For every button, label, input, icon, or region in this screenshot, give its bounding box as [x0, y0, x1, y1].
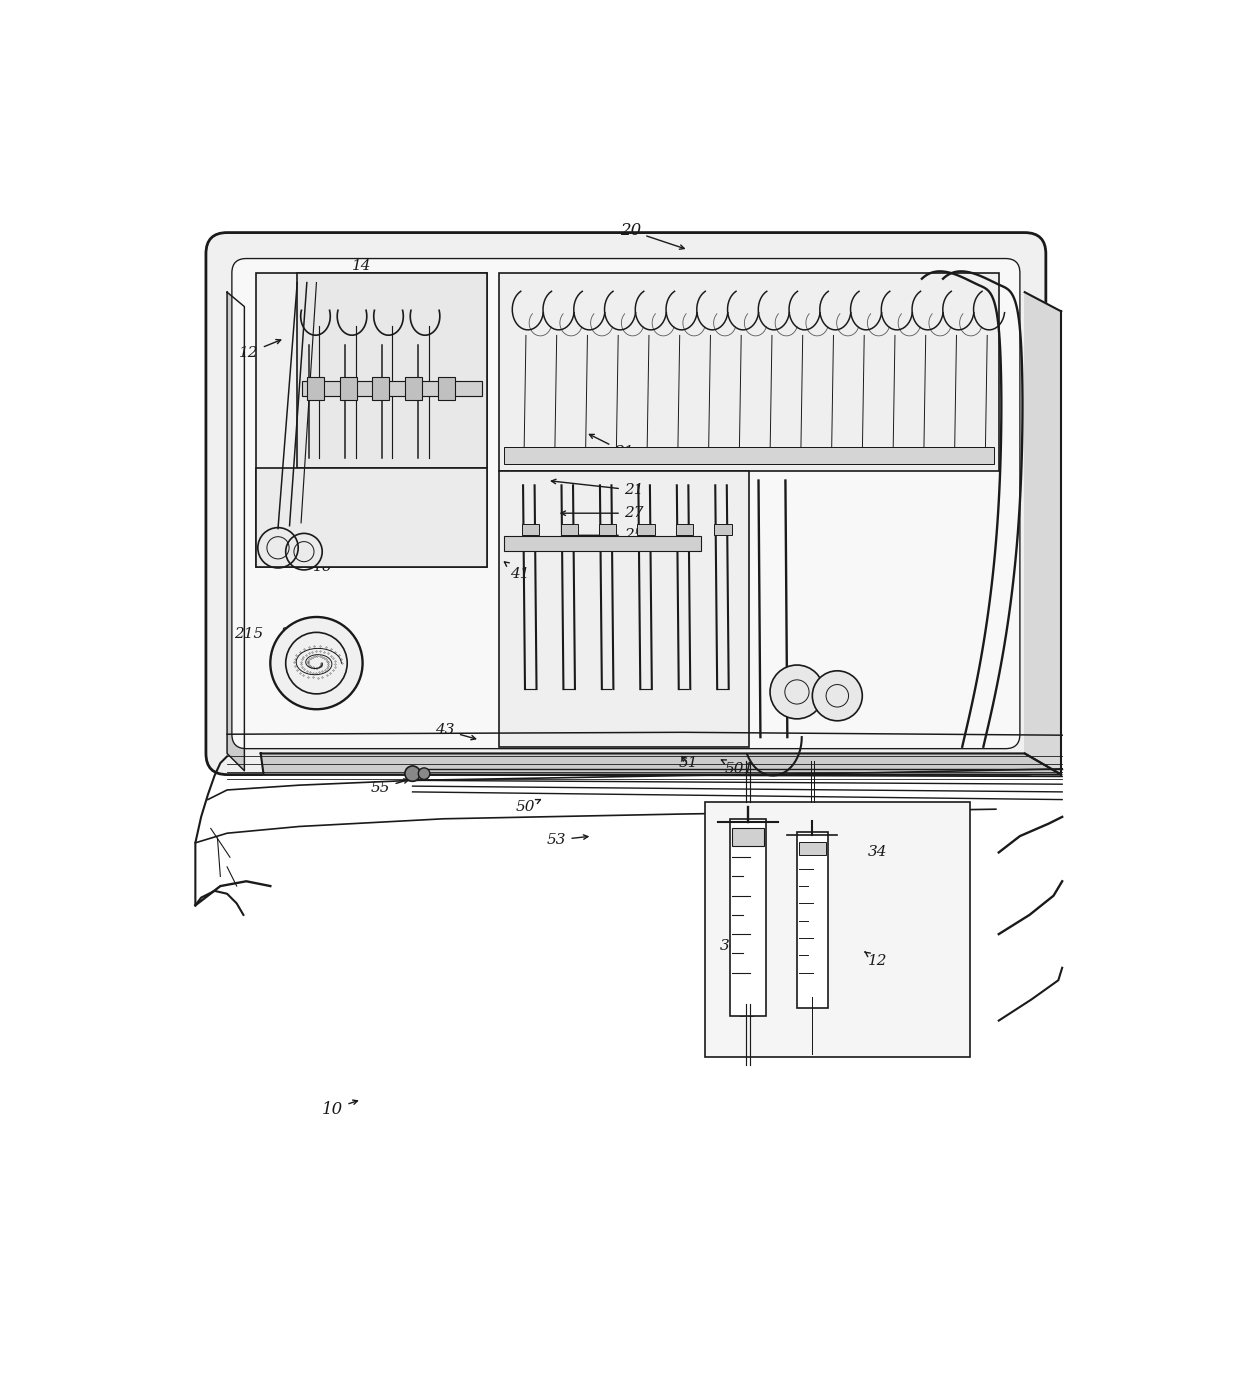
- Text: 30: 30: [720, 938, 745, 952]
- Text: 41: 41: [505, 562, 529, 581]
- Bar: [498, 273, 998, 471]
- Text: 53: 53: [547, 833, 588, 846]
- Bar: [797, 833, 828, 1009]
- Bar: [704, 801, 970, 1057]
- Text: 14: 14: [336, 260, 371, 280]
- Text: 21: 21: [394, 515, 432, 530]
- Bar: [522, 523, 539, 536]
- Text: 25: 25: [407, 448, 435, 463]
- Text: 12: 12: [239, 339, 280, 360]
- Bar: [799, 842, 826, 856]
- Text: 55: 55: [371, 779, 408, 796]
- Bar: [714, 523, 732, 536]
- Text: 12: 12: [866, 952, 888, 969]
- Text: 20: 20: [620, 223, 684, 249]
- Text: 34: 34: [868, 845, 888, 859]
- Bar: [438, 376, 455, 400]
- Polygon shape: [227, 293, 244, 771]
- Text: 10: 10: [322, 1101, 357, 1117]
- Bar: [729, 819, 766, 1015]
- Text: 25: 25: [570, 529, 644, 543]
- Text: 217: 217: [280, 628, 309, 642]
- Text: 27: 27: [348, 404, 368, 418]
- Bar: [599, 523, 616, 536]
- Bar: [676, 523, 693, 536]
- FancyBboxPatch shape: [206, 232, 1045, 775]
- Circle shape: [418, 768, 430, 779]
- Polygon shape: [1024, 293, 1061, 775]
- Bar: [404, 376, 422, 400]
- Bar: [372, 376, 389, 400]
- Bar: [255, 273, 486, 567]
- Text: 215: 215: [234, 628, 264, 642]
- Text: 23: 23: [404, 493, 441, 507]
- Text: 211: 211: [327, 643, 360, 662]
- Text: 31: 31: [739, 1004, 764, 1020]
- Text: 50: 50: [516, 800, 541, 815]
- Circle shape: [812, 671, 862, 721]
- Text: 21: 21: [552, 480, 644, 497]
- Bar: [255, 469, 486, 567]
- Bar: [306, 376, 324, 400]
- Circle shape: [270, 617, 362, 709]
- FancyBboxPatch shape: [232, 258, 1019, 749]
- Bar: [303, 381, 481, 396]
- Text: 213: 213: [308, 679, 341, 692]
- Circle shape: [770, 665, 823, 719]
- Bar: [732, 829, 764, 846]
- Text: 29: 29: [423, 298, 458, 324]
- Polygon shape: [260, 753, 1061, 775]
- Text: 21: 21: [589, 434, 634, 459]
- Bar: [298, 273, 486, 469]
- Text: 291: 291: [357, 378, 386, 392]
- Bar: [498, 471, 749, 746]
- Bar: [560, 523, 578, 536]
- Bar: [503, 447, 994, 464]
- Bar: [503, 536, 701, 551]
- Text: 16: 16: [308, 559, 332, 574]
- Text: 501: 501: [722, 760, 754, 776]
- Text: 51: 51: [678, 756, 698, 769]
- Bar: [637, 523, 655, 536]
- Text: 27: 27: [560, 506, 644, 521]
- Bar: [340, 376, 357, 400]
- Text: 43: 43: [435, 723, 476, 739]
- Circle shape: [404, 765, 420, 782]
